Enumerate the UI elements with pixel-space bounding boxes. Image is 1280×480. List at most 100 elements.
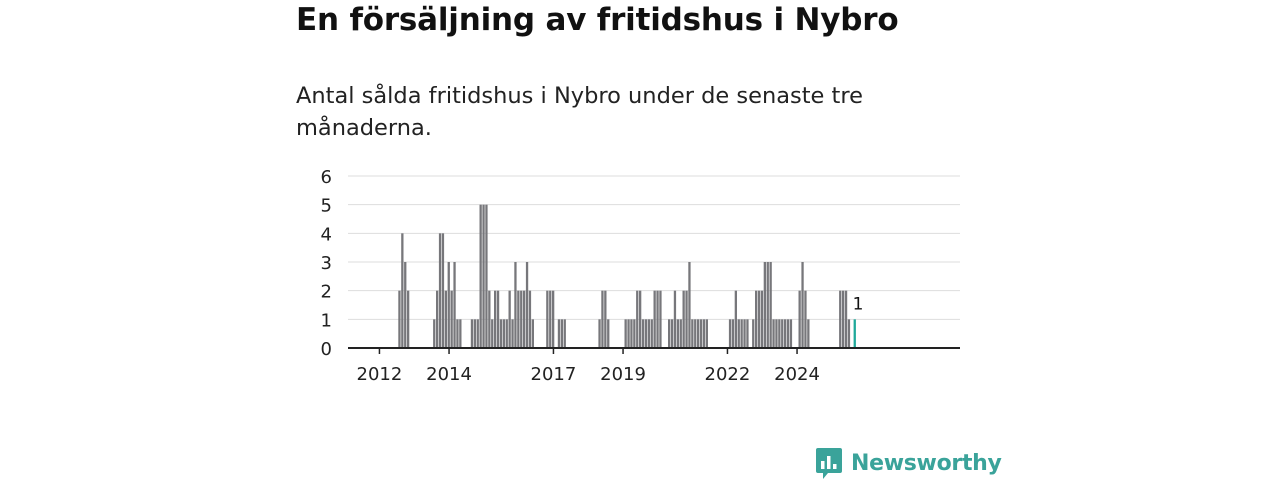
bar	[520, 290, 523, 348]
bar	[494, 290, 497, 348]
y-tick-label: 2	[321, 282, 332, 303]
bar	[473, 319, 476, 348]
bar	[757, 290, 761, 348]
bar	[438, 233, 442, 348]
bar	[404, 262, 407, 348]
bar	[789, 319, 793, 348]
bar	[688, 262, 691, 348]
bar	[636, 290, 639, 348]
bar	[786, 319, 790, 348]
bar	[604, 290, 607, 348]
x-tick-label: 2024	[774, 364, 820, 385]
y-tick-label: 5	[321, 196, 332, 217]
bar	[839, 290, 842, 348]
bar	[804, 290, 807, 348]
bar	[734, 290, 737, 348]
bar	[627, 319, 630, 348]
bar	[763, 262, 766, 348]
bar	[496, 290, 500, 348]
bar	[523, 290, 526, 348]
bar	[673, 290, 677, 348]
bar	[659, 290, 662, 348]
x-tick-label: 2012	[357, 364, 403, 385]
bar	[842, 290, 845, 348]
bar	[479, 204, 482, 348]
bar	[436, 290, 439, 348]
bar	[772, 319, 775, 348]
bar	[433, 319, 436, 348]
bar	[844, 290, 848, 348]
bar	[728, 319, 732, 348]
chart-title: En försäljning av fritidshus i Nybro	[296, 2, 899, 38]
bar	[528, 290, 532, 348]
bar	[459, 319, 462, 348]
bar	[697, 319, 700, 348]
bar	[531, 319, 534, 348]
bar-latest	[853, 319, 856, 348]
bar	[633, 319, 636, 348]
bar	[647, 319, 650, 348]
latest-value-label: 1	[853, 294, 864, 314]
bar	[668, 319, 671, 348]
bar	[798, 290, 801, 348]
bar	[630, 319, 633, 348]
bar	[517, 290, 520, 348]
bar	[456, 319, 459, 348]
bar	[752, 319, 755, 348]
bar	[807, 319, 810, 348]
bar	[502, 319, 505, 348]
bar	[505, 319, 508, 348]
bar	[470, 319, 474, 348]
bar	[563, 319, 566, 348]
x-tick-label: 2017	[531, 364, 577, 385]
bar	[781, 319, 784, 348]
y-tick-label: 3	[321, 253, 332, 274]
bar	[644, 319, 648, 348]
bar	[601, 290, 604, 348]
bar	[514, 262, 517, 348]
bar	[549, 290, 552, 348]
bar	[447, 262, 450, 348]
y-tick-label: 1	[321, 310, 332, 331]
bar	[775, 319, 778, 348]
bar	[746, 319, 749, 348]
bar	[679, 319, 682, 348]
bar	[560, 319, 563, 348]
bar	[407, 290, 410, 348]
bar	[650, 319, 653, 348]
bar	[731, 319, 735, 348]
bar	[482, 204, 485, 348]
bar	[453, 262, 456, 348]
bar	[682, 290, 685, 348]
bar	[485, 204, 488, 348]
bar	[488, 290, 491, 348]
bar	[699, 319, 703, 348]
bar	[847, 319, 851, 348]
bar	[546, 290, 549, 348]
bar	[676, 319, 679, 348]
bar	[491, 319, 494, 348]
bar	[401, 233, 404, 348]
brand-name: Newsworthy	[851, 450, 1002, 476]
bar	[778, 319, 781, 348]
bar	[444, 290, 447, 348]
bar	[769, 262, 772, 348]
bar	[598, 319, 601, 348]
y-tick-label: 4	[321, 224, 332, 245]
bar	[552, 290, 555, 348]
bar	[450, 290, 453, 348]
bar	[743, 319, 746, 348]
bar	[441, 233, 445, 348]
bar	[624, 319, 627, 348]
bar	[801, 262, 804, 348]
bar	[705, 319, 708, 348]
bar	[508, 290, 511, 348]
newsworthy-logo-icon	[816, 448, 842, 479]
bar	[760, 290, 764, 348]
bar	[784, 319, 787, 348]
bar	[656, 290, 659, 348]
bar	[685, 290, 688, 348]
bar	[639, 290, 642, 348]
x-tick-label: 2019	[600, 364, 646, 385]
bar	[398, 290, 401, 348]
